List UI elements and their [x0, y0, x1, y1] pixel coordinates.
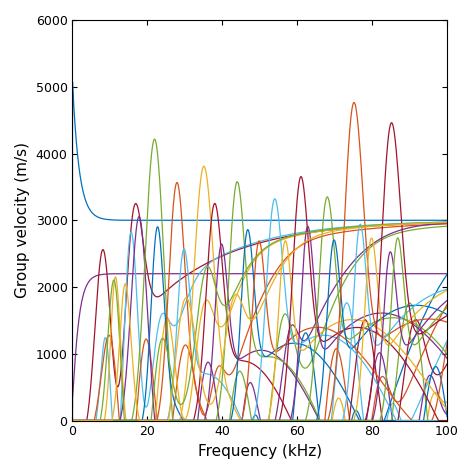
Y-axis label: Group velocity (m/s): Group velocity (m/s): [15, 142, 30, 298]
X-axis label: Frequency (kHz): Frequency (kHz): [198, 444, 322, 459]
